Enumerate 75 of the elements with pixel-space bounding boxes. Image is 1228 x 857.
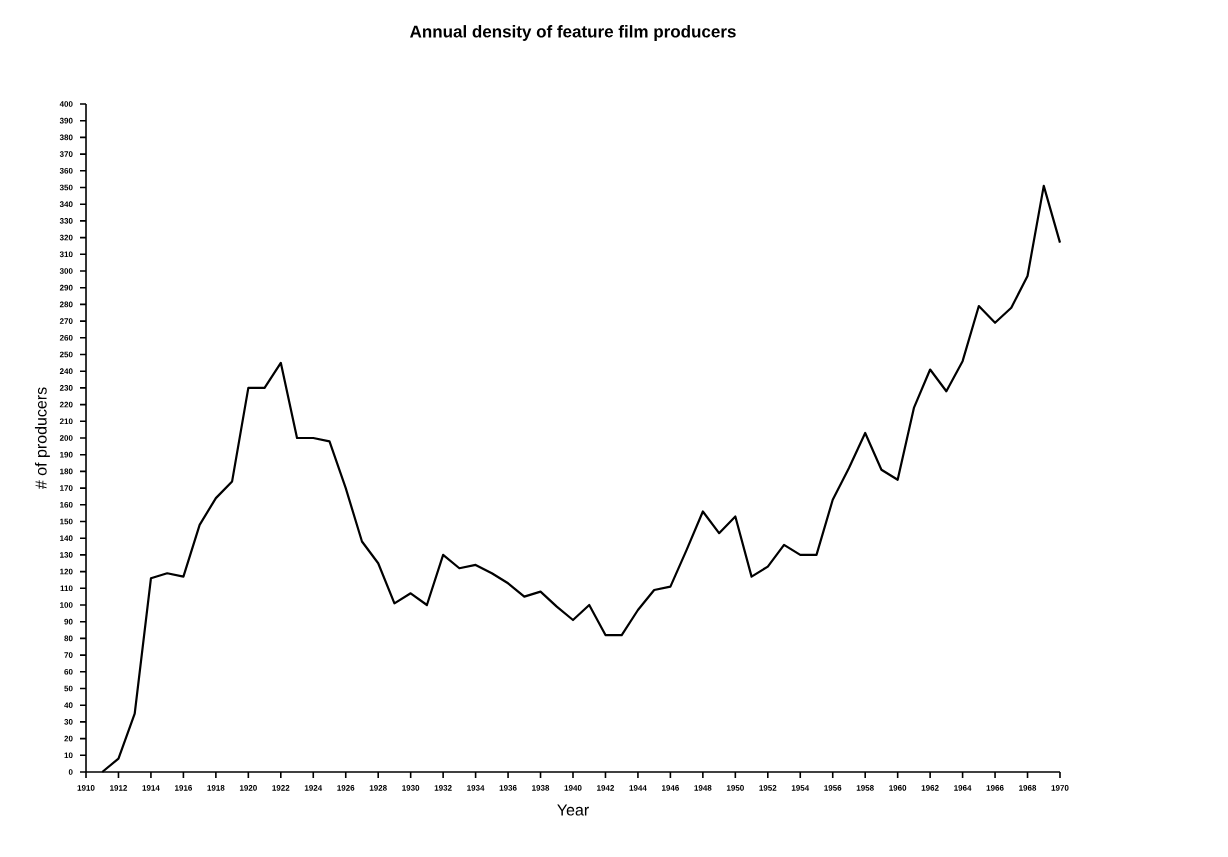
y-tick-label: 390 [59, 117, 73, 124]
y-tick-label: 370 [59, 151, 73, 157]
y-tick-label: 120 [60, 568, 73, 575]
x-tick-label: 1912 [110, 785, 128, 791]
y-tick-label: 90 [64, 618, 73, 625]
y-tick-label: 40 [64, 702, 73, 708]
x-tick-label: 1944 [629, 785, 647, 791]
x-tick-label: 1934 [467, 785, 485, 791]
x-tick-label: 1916 [175, 785, 193, 791]
x-tick-label: 1948 [694, 785, 712, 791]
y-tick-label: 230 [59, 385, 73, 391]
x-tick-label: 1946 [662, 785, 680, 791]
y-tick-label: 30 [64, 719, 73, 725]
x-tick-label: 1932 [434, 785, 452, 791]
y-tick-label: 300 [59, 268, 73, 274]
chart-title: Annual density of feature film producers [410, 25, 736, 41]
y-tick-label: 150 [60, 518, 73, 525]
x-tick-label: 1956 [824, 785, 842, 791]
x-tick-label: 1942 [597, 785, 615, 791]
y-tick-label: 140 [60, 535, 73, 541]
x-tick-label: 1966 [986, 785, 1004, 791]
x-tick-label: 1914 [142, 785, 160, 791]
y-tick-label: 130 [60, 552, 73, 558]
y-tick-label: 380 [59, 134, 73, 141]
y-tick-label: 70 [64, 652, 73, 658]
x-tick-label: 1954 [791, 785, 810, 791]
x-tick-label: 1926 [337, 785, 355, 791]
x-tick-label: 1910 [77, 785, 95, 791]
y-tick-label: 100 [60, 602, 73, 608]
y-tick-label: 310 [59, 251, 73, 258]
y-tick-label: 170 [60, 485, 73, 491]
x-tick-label: 1920 [239, 785, 257, 791]
x-tick-label: 1968 [1019, 785, 1037, 791]
y-tick-label: 60 [64, 668, 73, 675]
y-tick-label: 260 [59, 334, 73, 341]
y-tick-label: 290 [59, 284, 73, 291]
y-tick-label: 350 [59, 184, 73, 191]
y-tick-label: 80 [64, 635, 73, 642]
y-axis-title: # of producers [34, 387, 50, 490]
x-tick-label: 1938 [532, 785, 550, 791]
x-tick-label: 1918 [207, 785, 225, 791]
y-tick-label: 190 [60, 451, 73, 458]
y-tick-label: 160 [60, 501, 73, 508]
y-tick-label: 210 [59, 418, 73, 425]
y-tick-label: 330 [59, 218, 73, 224]
y-tick-label: 180 [60, 468, 73, 475]
x-tick-label: 1922 [272, 785, 290, 791]
x-tick-label: 1928 [369, 785, 387, 791]
x-tick-label: 1958 [856, 785, 874, 791]
x-tick-label: 1970 [1051, 785, 1069, 791]
x-tick-label: 1960 [889, 785, 907, 791]
y-tick-label: 200 [59, 435, 73, 441]
y-tick-label: 400 [59, 101, 73, 107]
x-axis-title: Year [557, 804, 589, 816]
y-tick-label: 10 [64, 752, 73, 759]
y-tick-label: 50 [64, 685, 73, 692]
y-tick-label: 340 [59, 201, 73, 208]
x-tick-label: 1962 [921, 785, 939, 791]
y-tick-label: 20 [64, 735, 73, 742]
y-tick-label: 240 [59, 368, 73, 375]
y-tick-label: 320 [59, 234, 73, 241]
y-tick-label: 250 [59, 351, 73, 358]
y-tick-label: 270 [59, 318, 73, 324]
x-tick-label: 1950 [726, 785, 744, 791]
y-tick-label: 220 [59, 401, 73, 408]
x-tick-label: 1940 [564, 785, 582, 791]
x-tick-label: 1952 [759, 785, 777, 791]
x-tick-label: 1964 [954, 785, 972, 791]
x-tick-label: 1930 [402, 785, 420, 791]
x-tick-label: 1924 [304, 785, 323, 791]
y-tick-label: 0 [68, 769, 73, 775]
y-tick-label: 110 [60, 585, 73, 592]
x-tick-label: 1936 [499, 785, 517, 791]
y-tick-label: 280 [59, 301, 73, 308]
y-tick-label: 360 [59, 167, 73, 174]
